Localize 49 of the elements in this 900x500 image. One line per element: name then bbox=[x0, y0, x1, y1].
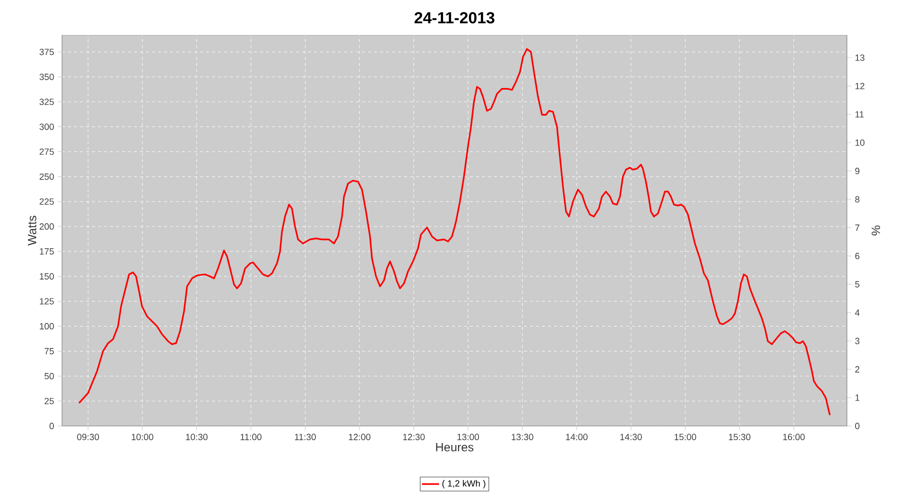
x-tick-label: 16:00 bbox=[783, 434, 805, 440]
x-tick-label: 11:30 bbox=[294, 434, 316, 440]
x-tick-label: 14:30 bbox=[620, 434, 642, 440]
x-tick-label: 15:30 bbox=[728, 434, 750, 440]
y-axis-title: Watts bbox=[28, 216, 36, 246]
x-tick-label: 12:00 bbox=[348, 434, 370, 440]
y-tick-label: 350 bbox=[40, 74, 54, 80]
y2-tick-label: 10 bbox=[855, 139, 864, 146]
y-tick-label: 275 bbox=[40, 148, 54, 155]
x-tick-label: 13:00 bbox=[458, 434, 479, 440]
y-tick-label: 175 bbox=[40, 248, 54, 255]
y-tick-label: 150 bbox=[40, 273, 54, 280]
y-tick-label: 25 bbox=[44, 398, 54, 404]
y-tick-label: 50 bbox=[44, 372, 54, 380]
y-tick-label: 250 bbox=[40, 173, 54, 180]
y2-tick-label: 8 bbox=[855, 196, 860, 203]
x-tick-label: 12:30 bbox=[403, 434, 425, 440]
legend-label: ( 1,2 kWh ) bbox=[442, 480, 486, 488]
y2-tick-label: 0 bbox=[855, 422, 860, 430]
x-tick-label: 10:30 bbox=[186, 434, 208, 440]
y2-tick-label: 7 bbox=[855, 224, 860, 231]
y2-axis-title: % bbox=[872, 226, 880, 236]
y-tick-label: 300 bbox=[40, 124, 54, 130]
y2-tick-label: 6 bbox=[855, 252, 860, 260]
x-tick-label: 13:30 bbox=[512, 434, 534, 440]
y-tick-label: 100 bbox=[40, 323, 54, 330]
y-tick-label: 375 bbox=[40, 48, 54, 56]
y-tick-label: 0 bbox=[50, 422, 54, 430]
y2-tick-label: 3 bbox=[855, 338, 860, 344]
y-tick-label: 75 bbox=[44, 348, 54, 354]
y2-tick-label: 11 bbox=[855, 111, 864, 118]
x-tick-label: 15:00 bbox=[674, 434, 696, 440]
y2-tick-label: 1 bbox=[855, 394, 860, 401]
x-tick-label: 14:00 bbox=[566, 434, 588, 440]
y-tick-label: 225 bbox=[40, 198, 54, 205]
x-tick-label: 11:00 bbox=[240, 434, 262, 440]
y2-tick-label: 9 bbox=[855, 168, 860, 174]
y2-tick-label: 4 bbox=[855, 310, 860, 316]
y2-tick-label: 2 bbox=[855, 366, 860, 372]
x-tick-label: 09:30 bbox=[77, 434, 99, 440]
x-axis-title: Heures bbox=[436, 443, 474, 452]
y-tick-label: 325 bbox=[40, 98, 54, 106]
y2-tick-label: 5 bbox=[855, 281, 860, 288]
y-tick-label: 125 bbox=[40, 298, 54, 304]
x-tick-label: 10:00 bbox=[132, 434, 154, 440]
chart-title: 24-11-2013 bbox=[414, 12, 494, 24]
y2-tick-label: 13 bbox=[855, 54, 864, 61]
y-tick-label: 200 bbox=[40, 223, 54, 230]
y2-tick-label: 12 bbox=[855, 82, 864, 90]
